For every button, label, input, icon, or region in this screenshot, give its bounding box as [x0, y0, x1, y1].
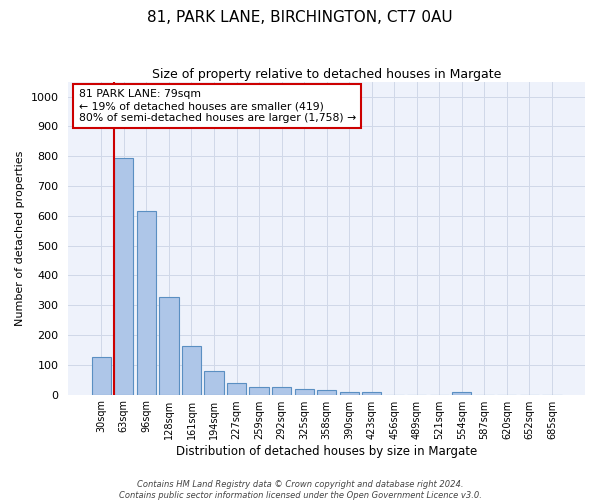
Bar — [160, 297, 179, 394]
Bar — [227, 382, 246, 394]
Bar — [452, 392, 472, 394]
Bar — [205, 372, 224, 394]
Bar — [137, 212, 156, 394]
Y-axis label: Number of detached properties: Number of detached properties — [15, 150, 25, 326]
Bar — [272, 387, 291, 394]
Bar — [250, 386, 269, 394]
X-axis label: Distribution of detached houses by size in Margate: Distribution of detached houses by size … — [176, 444, 477, 458]
Bar — [295, 389, 314, 394]
Bar — [317, 390, 336, 394]
Bar — [182, 346, 201, 395]
Text: 81, PARK LANE, BIRCHINGTON, CT7 0AU: 81, PARK LANE, BIRCHINGTON, CT7 0AU — [147, 10, 453, 25]
Bar — [114, 158, 133, 394]
Title: Size of property relative to detached houses in Margate: Size of property relative to detached ho… — [152, 68, 502, 80]
Bar — [340, 392, 359, 394]
Bar — [362, 392, 381, 394]
Bar — [92, 358, 111, 395]
Text: 81 PARK LANE: 79sqm
← 19% of detached houses are smaller (419)
80% of semi-detac: 81 PARK LANE: 79sqm ← 19% of detached ho… — [79, 90, 356, 122]
Text: Contains HM Land Registry data © Crown copyright and database right 2024.
Contai: Contains HM Land Registry data © Crown c… — [119, 480, 481, 500]
